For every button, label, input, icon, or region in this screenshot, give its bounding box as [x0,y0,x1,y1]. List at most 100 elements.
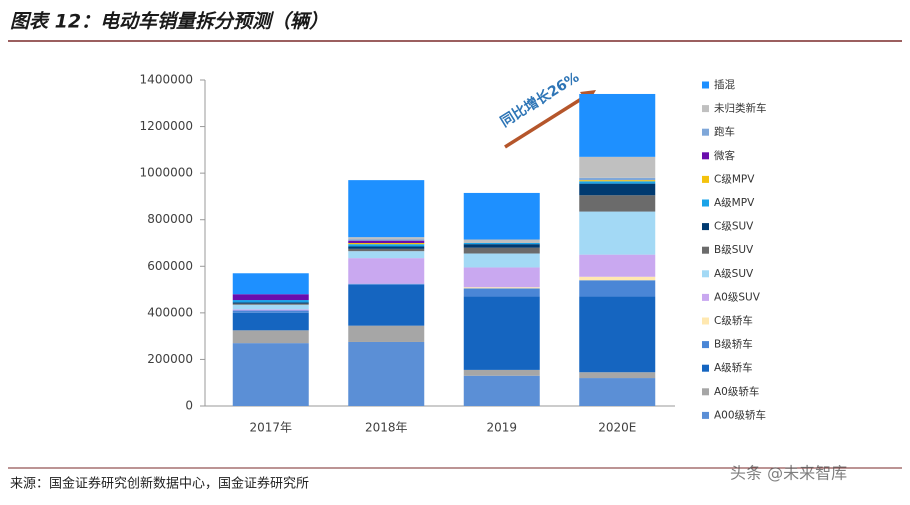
y-tick-label: 1200000 [140,119,193,133]
bar-segment [579,195,656,212]
legend-swatch [702,270,709,278]
bar-segment [463,243,540,245]
bar-segment [579,156,656,178]
bar-segment [348,284,425,326]
bar-segment [232,343,309,406]
bar-segment [579,254,656,277]
y-tick-label: 200000 [147,352,193,366]
bar-segment [579,372,656,379]
bar-segment [232,294,309,301]
legend-label: A0级SUV [714,291,761,303]
bar-segment [232,303,309,305]
legend-swatch [702,341,709,349]
legend-label: C级MPV [714,173,755,185]
x-tick-label: 2020E [598,421,636,435]
bar-segment [579,183,656,196]
bar-segment [463,192,540,240]
bar-segment [579,280,656,297]
bar-segment [348,243,425,245]
bar-segment [232,300,309,303]
legend-swatch [702,223,709,231]
legend-label: C级轿车 [714,314,753,327]
legend-label: 未归类新车 [714,102,767,115]
x-tick-label: 2017年 [249,421,292,435]
title-band [0,0,910,40]
legend-swatch [702,364,709,372]
legend-label: 跑车 [714,125,735,138]
x-tick-label: 2018年 [365,421,408,435]
growth-arrow [504,94,587,149]
legend-swatch [702,128,709,136]
bar-segment [463,247,540,254]
bar-segment [579,378,656,406]
legend-swatch [702,388,709,396]
bar-segment [232,273,309,295]
y-tick-label: 400000 [147,305,193,319]
bar-segment [348,258,425,284]
bar-segment [232,310,309,313]
legend-label: A级轿车 [714,361,753,374]
y-tick-label: 800000 [147,212,193,226]
chart-title: 图表 12：电动车销量拆分预测（辆） [10,11,328,33]
watermark: 头条 @未来智库 [730,464,847,483]
y-tick-label: 600000 [147,259,193,273]
legend-label: A00级轿车 [714,408,766,421]
bar-segment [463,369,540,376]
bar-segment [579,276,656,281]
bar-segment [348,251,425,259]
bar-segment [348,325,425,342]
bar-segment [579,296,656,373]
legend-swatch [702,152,709,160]
legend-swatch [702,175,709,183]
bar-segment [232,330,309,344]
legend-label: 插混 [714,78,735,91]
bar-segment [463,244,540,248]
bar-segment [348,239,425,241]
legend-swatch [702,81,709,89]
bar-segment [348,283,425,285]
x-tick-label: 2019 [486,421,517,435]
source: 来源：国金证券研究创新数据中心，国金证券研究所 [10,476,309,492]
annotation: 同比增长26% [497,69,582,131]
bar-segment [232,304,309,310]
legend-swatch [702,199,709,207]
bar-segment [348,246,425,249]
legend-swatch [702,105,709,113]
bar-segment [579,93,656,157]
legend-label: 微客 [714,149,735,162]
bar-segment [579,181,656,184]
bar-segment [463,253,540,268]
bar-segment [579,180,656,182]
bar-segment [579,211,656,255]
bar-segment [463,239,540,243]
bar-segment [463,267,540,288]
legend-label: A0级轿车 [714,385,759,398]
bar-segment [579,177,656,181]
bar-segment [232,312,309,331]
bar-segment [348,244,425,247]
bar-segment [463,296,540,370]
legend-label: A级SUV [714,268,754,280]
bar-segment [348,341,425,406]
legend-label: B级轿车 [714,338,753,351]
bar-segment [348,237,425,240]
bar-segment [348,240,425,243]
legend-label: B级SUV [714,244,754,256]
y-tick-label: 1400000 [140,73,193,87]
y-tick-label: 1000000 [140,166,193,180]
bar-segment [232,302,309,304]
bar-segment [463,375,540,406]
bar-segment [463,288,540,297]
legend-swatch [702,411,709,419]
bar-segment [232,309,309,311]
y-tick-label: 0 [185,399,193,413]
bar-segment [348,180,425,238]
legend-swatch [702,317,709,325]
legend-swatch [702,293,709,301]
legend-swatch [702,246,709,254]
bar-segment [348,248,425,252]
legend-label: A级MPV [714,197,755,209]
legend-label: C级SUV [714,221,754,233]
